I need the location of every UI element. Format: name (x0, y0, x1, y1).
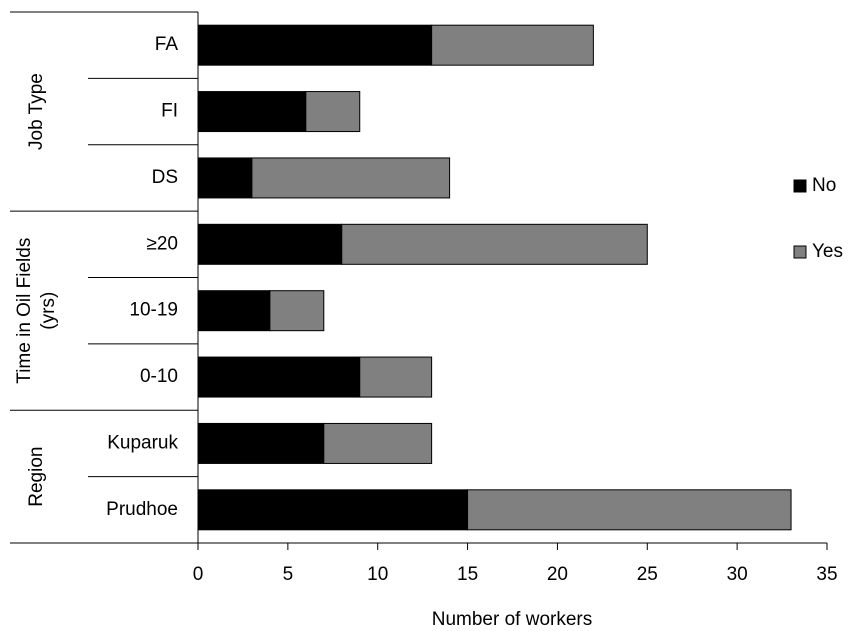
y-tick-label: FI (161, 101, 178, 122)
y-tick-label: ≥20 (146, 233, 178, 254)
bar-segment (197, 489, 469, 531)
y-tick-label: DS (152, 167, 178, 188)
bar-segment (359, 356, 433, 398)
x-tick-label: 25 (637, 564, 658, 585)
y-tick-label: Prudhoe (106, 499, 178, 520)
group-label: Time in Oil Fields (14, 238, 35, 384)
x-axis-label: Number of workers (432, 609, 593, 630)
bar-segment (197, 24, 433, 66)
x-tick-label: 30 (727, 564, 748, 585)
legend-swatch (793, 179, 807, 193)
legend-label: Yes (812, 241, 843, 262)
x-tick-label: 0 (193, 564, 204, 585)
bar-segment (269, 290, 325, 332)
y-tick-label: FA (155, 34, 179, 55)
bar-segment (323, 422, 433, 464)
y-tick-label: 0-10 (140, 366, 178, 387)
group-label: Region (26, 447, 47, 507)
legend-label: No (812, 175, 836, 196)
bar-segment (197, 356, 361, 398)
bar-segment (197, 157, 253, 199)
bar-segment (431, 24, 594, 66)
bar-segment (251, 157, 451, 199)
x-tick-label: 15 (457, 564, 478, 585)
bar-segment (341, 223, 648, 265)
x-tick-label: 35 (816, 564, 837, 585)
bar-segment (197, 223, 343, 265)
x-tick-label: 10 (367, 564, 388, 585)
group-label: (yrs) (38, 292, 59, 330)
y-tick-label: 10-19 (129, 300, 178, 321)
legend-swatch (793, 245, 807, 259)
bar-segment (197, 91, 307, 133)
bar-segment (467, 489, 792, 531)
x-tick-label: 20 (547, 564, 568, 585)
bar-segment (197, 422, 325, 464)
bar-segment (305, 91, 361, 133)
group-label: Job Type (26, 73, 47, 150)
bar-segment (197, 290, 271, 332)
y-tick-label: Kuparuk (107, 432, 178, 453)
x-tick-label: 5 (283, 564, 294, 585)
